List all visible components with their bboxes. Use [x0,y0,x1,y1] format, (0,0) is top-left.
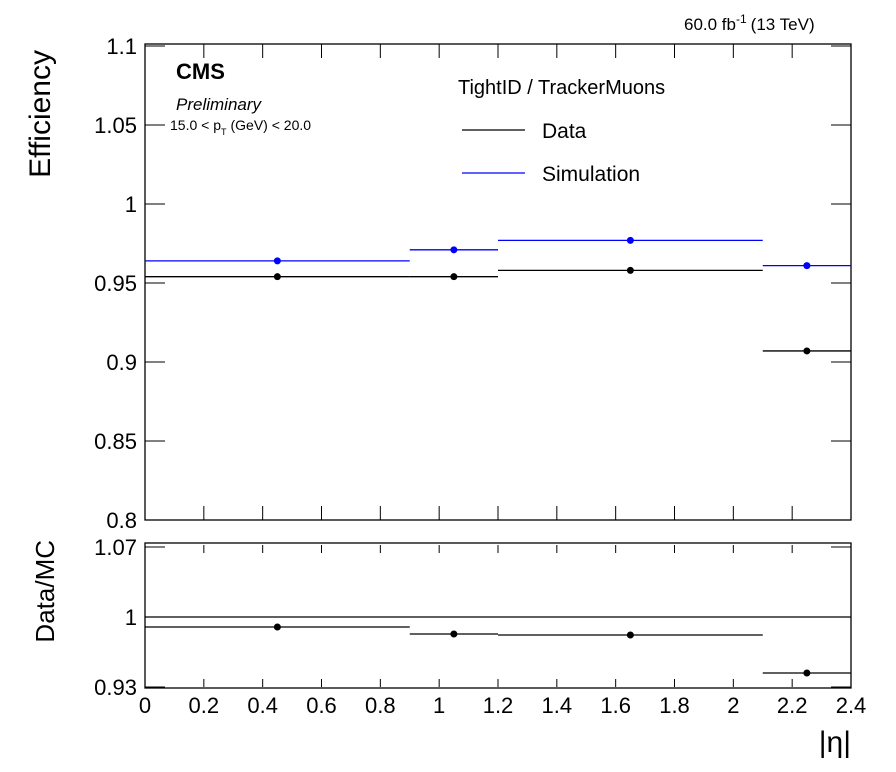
y-axis-title: Efficiency [24,50,57,178]
data-point [626,266,634,274]
data-point [273,257,281,265]
x-tick-label: 1.8 [659,693,690,718]
y-tick-label: 0.95 [94,271,137,296]
data-point [450,273,458,281]
top-frame [144,43,852,521]
selection-sub: T [221,127,227,137]
lumi: 60.0 fb [684,15,736,34]
data-point [626,236,634,244]
experiment: CMS [176,59,225,84]
y-tick-label: 0.8 [106,508,137,533]
data-point [273,273,281,281]
selection-main: 15.0 < p [170,117,221,133]
status: Preliminary [176,95,263,114]
x-tick-label: 2 [727,693,739,718]
lumi-label: 60.0 fb-1 (13 TeV) [684,12,815,34]
x-tick-label: 1.2 [483,693,514,718]
x-tick-label: 0.4 [247,693,278,718]
x-tick-label: 0.2 [189,693,220,718]
data-point [803,262,811,270]
data-point [626,631,634,639]
data-point [803,669,811,677]
selection-rest: (GeV) < 20.0 [231,117,312,133]
data-point [273,623,281,631]
x-tick-label: 1.4 [542,693,573,718]
y-tick-label: 1.1 [106,34,137,59]
data-point [450,246,458,254]
y-tick-label: 1.07 [94,535,137,560]
lumi-energy: (13 TeV) [751,15,815,34]
data-point [803,347,811,355]
y-tick-label: 0.9 [106,350,137,375]
y-tick-label: 1 [125,605,137,630]
y-tick-label: 1.05 [94,113,137,138]
y-tick-label: 1 [125,192,137,217]
data-point [450,630,458,638]
x-tick-label: 2.4 [836,693,867,718]
y-tick-label: 0.85 [94,429,137,454]
x-tick-label: 2.2 [777,693,808,718]
x-tick-label: 0.6 [306,693,337,718]
x-tick-label: 0.8 [365,693,396,718]
legend-label: Data [542,120,587,143]
x-tick-label: 0 [139,693,151,718]
lumi-sup: -1 [736,12,747,26]
bottom-frame [144,542,852,689]
x-axis-title: |η| [819,726,851,759]
y-axis-title: Data/MC [30,540,60,643]
legend-title: TightID / TrackerMuons [458,77,665,99]
legend-label: Simulation [542,163,640,186]
selection: 15.0 < pT (GeV) < 20.0 [170,117,311,137]
x-tick-label: 1 [433,693,445,718]
x-tick-label: 1.6 [600,693,631,718]
y-tick-label: 0.93 [94,675,137,700]
